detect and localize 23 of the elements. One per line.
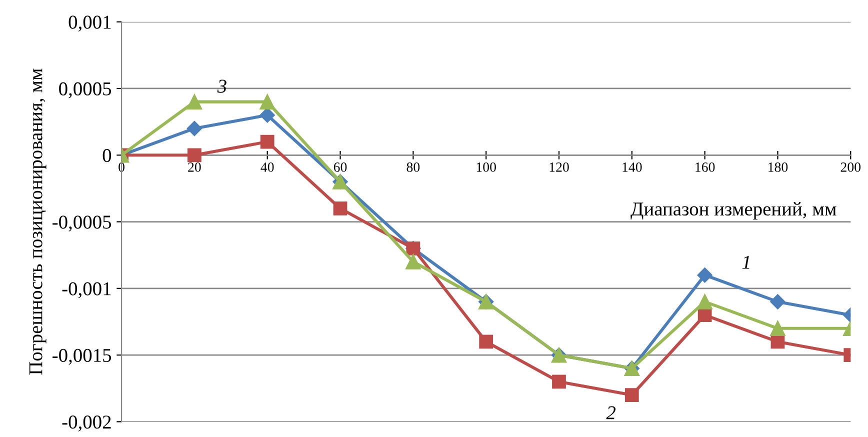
y-tick-label: -0,002	[62, 416, 111, 432]
x-tick-label: 180	[768, 162, 788, 172]
x-tick-label: 160	[696, 162, 715, 172]
x-tick-label: 20	[188, 162, 201, 172]
y-tick-label: 0	[102, 148, 112, 162]
y-tick-label: -0,0005	[52, 216, 112, 232]
y-tick-label: -0,0015	[52, 348, 112, 365]
x-tick-label: 80	[406, 162, 420, 172]
series-label: 2	[606, 406, 616, 420]
x-tick-label: 140	[622, 162, 642, 172]
x-tick-label: 0	[118, 162, 124, 172]
y-axis-title: Погрешность позиционирования, мм	[29, 68, 46, 375]
x-tick-label: 40	[260, 162, 274, 172]
series-label: 3	[217, 80, 226, 93]
series-label: 1	[742, 256, 750, 269]
y-tick-label: 0,0005	[59, 82, 112, 98]
x-axis-title: Диапазон измерений, мм	[630, 202, 836, 220]
x-tick-label: 60	[334, 162, 347, 172]
y-tick-label: 0,001	[68, 16, 111, 32]
x-tick-label: 100	[476, 162, 496, 172]
x-tick-label: 120	[550, 162, 569, 172]
x-tick-label: 200	[840, 162, 861, 172]
y-tick-label: -0,001	[62, 282, 111, 298]
